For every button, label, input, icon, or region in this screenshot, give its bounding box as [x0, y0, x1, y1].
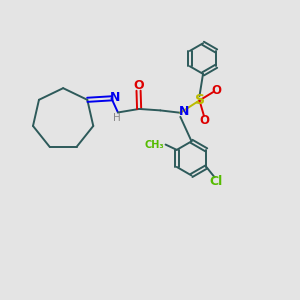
Text: Cl: Cl [209, 175, 223, 188]
Text: N: N [110, 91, 121, 104]
Text: CH₃: CH₃ [144, 140, 164, 150]
Text: O: O [199, 114, 209, 127]
Text: N: N [179, 105, 189, 118]
Text: S: S [195, 92, 205, 106]
Text: O: O [133, 79, 144, 92]
Text: H: H [113, 113, 121, 123]
Text: O: O [212, 84, 222, 97]
